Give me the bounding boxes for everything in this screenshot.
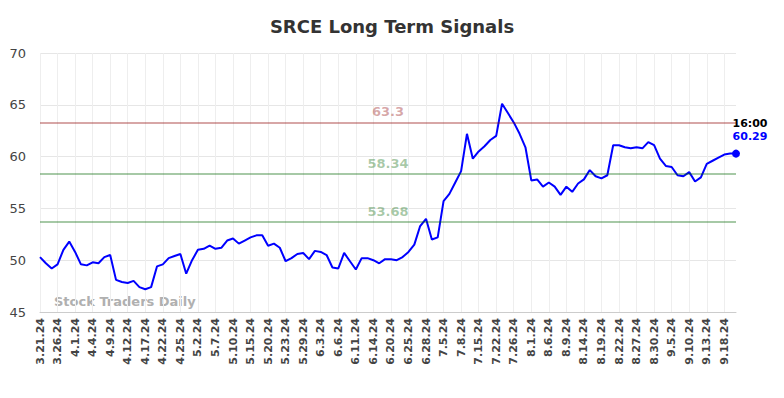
svg-text:7.15.24: 7.15.24: [472, 318, 485, 365]
svg-text:8.27.24: 8.27.24: [630, 318, 643, 365]
svg-text:55: 55: [9, 201, 26, 216]
svg-text:9.10.24: 9.10.24: [683, 318, 696, 365]
svg-text:6.11.24: 6.11.24: [349, 318, 362, 365]
svg-text:8.6.24: 8.6.24: [542, 318, 555, 357]
svg-text:6.6.24: 6.6.24: [332, 318, 345, 357]
svg-text:8.1.24: 8.1.24: [525, 318, 538, 357]
svg-text:45: 45: [9, 305, 26, 320]
svg-text:16:00: 16:00: [732, 117, 767, 130]
svg-text:60.29: 60.29: [733, 130, 768, 143]
svg-text:5.29.24: 5.29.24: [297, 318, 310, 365]
svg-text:6.14.24: 6.14.24: [367, 318, 380, 365]
svg-text:5.7.24: 5.7.24: [209, 318, 222, 357]
svg-text:5.2.24: 5.2.24: [191, 318, 204, 357]
svg-text:3.21.24: 3.21.24: [34, 318, 47, 365]
svg-text:5.15.24: 5.15.24: [244, 318, 257, 365]
svg-text:4.9.24: 4.9.24: [104, 318, 117, 357]
svg-text:4.4.24: 4.4.24: [86, 318, 99, 357]
svg-text:60: 60: [9, 149, 26, 164]
svg-text:6.20.24: 6.20.24: [384, 318, 397, 365]
svg-text:4.1.24: 4.1.24: [69, 318, 82, 357]
svg-text:7.26.24: 7.26.24: [507, 318, 520, 365]
svg-text:8.30.24: 8.30.24: [648, 318, 661, 365]
svg-text:5.10.24: 5.10.24: [227, 318, 240, 365]
svg-text:8.19.24: 8.19.24: [595, 318, 608, 365]
svg-text:3.26.24: 3.26.24: [51, 318, 64, 365]
svg-text:4.25.24: 4.25.24: [174, 318, 187, 365]
svg-text:50: 50: [9, 253, 26, 268]
svg-text:5.20.24: 5.20.24: [262, 318, 275, 365]
svg-text:8.14.24: 8.14.24: [577, 318, 590, 365]
svg-text:7.8.24: 7.8.24: [455, 318, 468, 357]
svg-text:8.9.24: 8.9.24: [560, 318, 573, 357]
svg-text:4.17.24: 4.17.24: [139, 318, 152, 365]
svg-text:9.18.24: 9.18.24: [718, 318, 731, 365]
svg-text:53.68: 53.68: [367, 204, 408, 219]
svg-text:9.13.24: 9.13.24: [700, 318, 713, 365]
svg-text:9.5.24: 9.5.24: [665, 318, 678, 357]
svg-text:7.22.24: 7.22.24: [490, 318, 503, 365]
svg-text:70: 70: [9, 46, 26, 61]
svg-text:5.23.24: 5.23.24: [279, 318, 292, 365]
svg-text:58.34: 58.34: [367, 156, 408, 171]
svg-text:Stock Traders Daily: Stock Traders Daily: [54, 294, 196, 309]
svg-text:6.3.24: 6.3.24: [314, 318, 327, 357]
svg-text:7.5.24: 7.5.24: [437, 318, 450, 357]
svg-text:4.12.24: 4.12.24: [121, 318, 134, 365]
svg-text:65: 65: [9, 97, 26, 112]
svg-text:6.25.24: 6.25.24: [402, 318, 415, 365]
svg-text:SRCE Long Term Signals: SRCE Long Term Signals: [270, 16, 514, 37]
svg-text:4.22.24: 4.22.24: [156, 318, 169, 365]
svg-text:6.28.24: 6.28.24: [420, 318, 433, 365]
svg-text:8.22.24: 8.22.24: [613, 318, 626, 365]
svg-text:63.3: 63.3: [372, 104, 404, 119]
